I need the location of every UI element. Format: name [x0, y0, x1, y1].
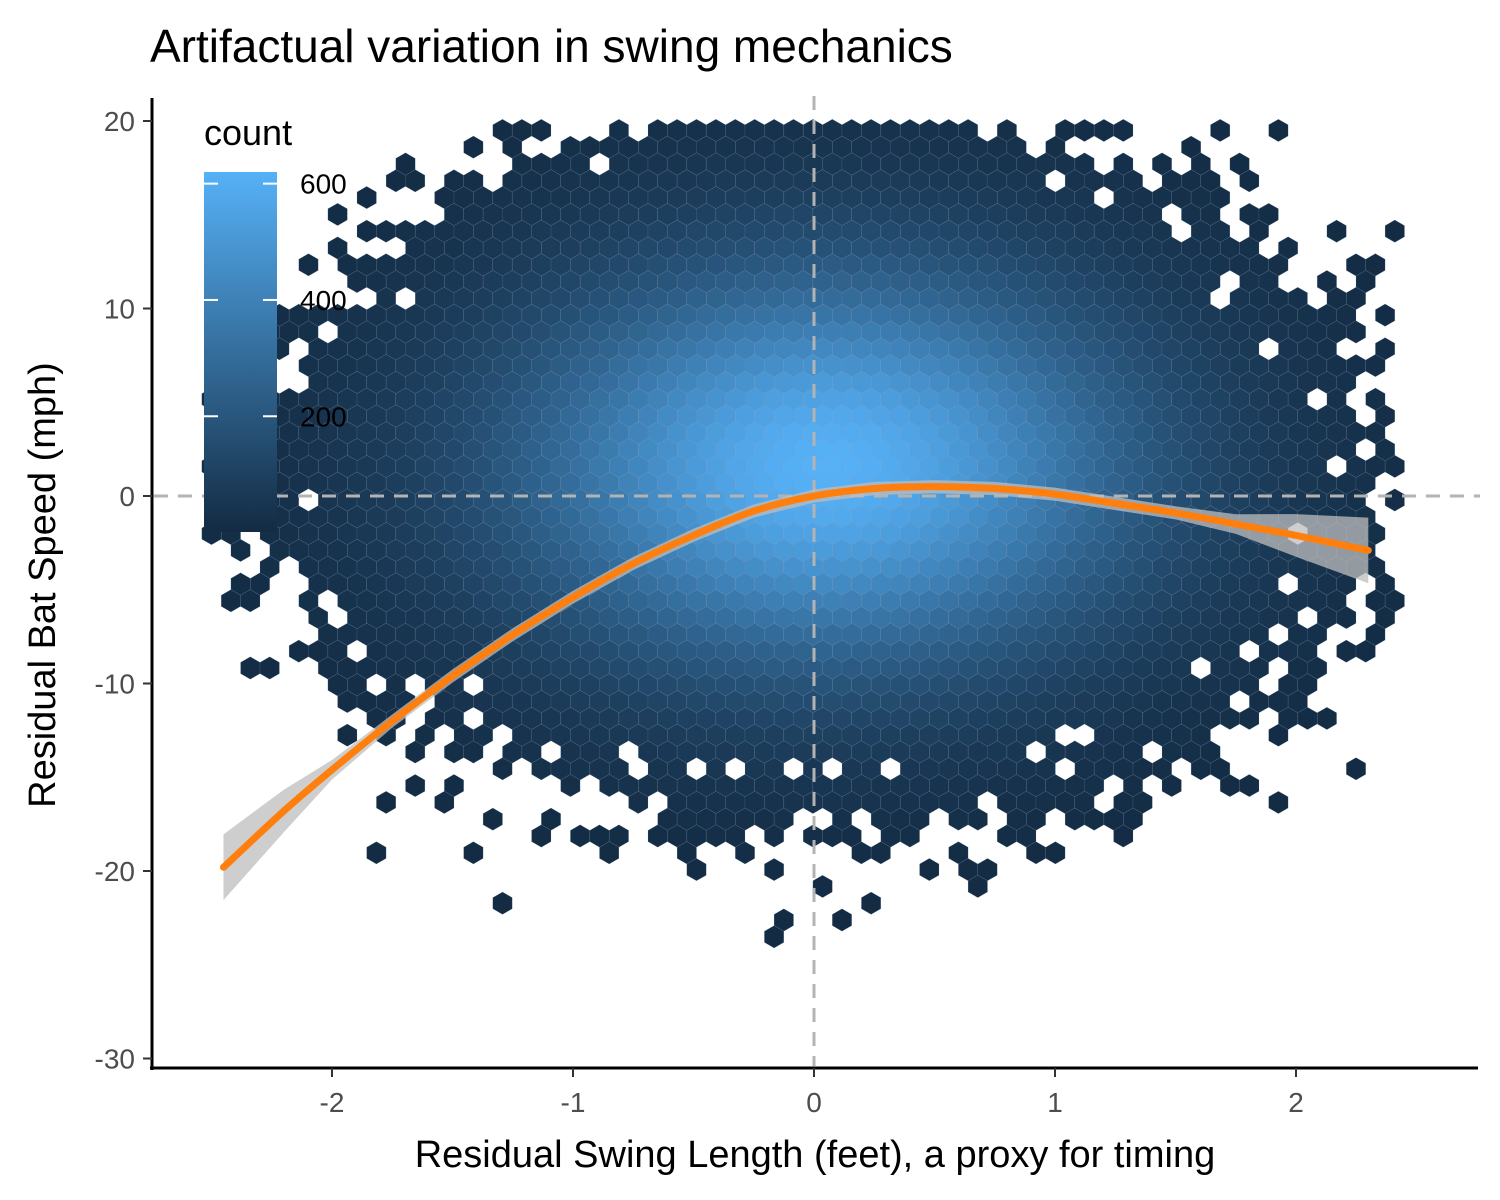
hexbin-cell: [405, 774, 426, 798]
legend-ticks: 200 400 600: [204, 169, 347, 432]
hexbin-cell: [1316, 706, 1337, 730]
hexbin-cell: [599, 841, 620, 865]
hexbin-cell: [376, 790, 397, 814]
hexbin-cell: [764, 925, 785, 949]
hexbin-cell: [870, 841, 891, 865]
hexbin-cell: [240, 656, 261, 680]
hexbin-cell: [405, 169, 426, 193]
hexbin-cell: [734, 841, 756, 865]
hexbin-cell: [1161, 774, 1182, 798]
hexbin-cell: [1326, 219, 1347, 243]
hexbin-cell: [463, 740, 484, 764]
y-axis-ticks: -30 -20 -10 0 10 20: [95, 106, 152, 1075]
hexbin-cell: [288, 639, 309, 663]
hexbin-cell: [405, 740, 426, 764]
y-tick-label: 20: [104, 106, 135, 137]
x-axis-ticks: -2 -1 0 1 2: [320, 1068, 1304, 1118]
hexbin-cells: [201, 118, 1405, 949]
hexbin-cell: [1113, 118, 1134, 142]
x-tick-label: 2: [1288, 1087, 1304, 1118]
hexbin-cell: [366, 841, 387, 865]
hexbin-cell: [861, 891, 882, 915]
x-tick-label: -1: [561, 1087, 586, 1118]
hexbin-cell: [1336, 606, 1357, 630]
hexbin-cell: [1045, 841, 1066, 865]
hexbin-cell: [764, 824, 785, 848]
x-axis-title: Residual Swing Length (feet), a proxy fo…: [415, 1134, 1216, 1176]
hexbin-cell: [1074, 118, 1095, 142]
y-tick-label: -20: [95, 856, 135, 887]
hexbin-cell: [686, 858, 707, 882]
hexbin-cell: [356, 219, 377, 243]
y-tick-label: 0: [119, 481, 135, 512]
x-tick-label: 1: [1047, 1087, 1063, 1118]
legend-tick-label: 600: [300, 169, 347, 200]
hexbin-cell: [492, 891, 513, 915]
y-tick-label: 10: [104, 294, 135, 325]
hexbin-cell: [1093, 118, 1114, 142]
legend-title: count: [204, 112, 292, 153]
hexbin-cell: [298, 253, 319, 277]
hexbin-cell: [1210, 118, 1231, 142]
hexbin-cell: [1355, 639, 1376, 663]
hexbin-cell: [764, 858, 785, 882]
hexbin-cell: [482, 807, 503, 831]
hexbin-cell: [560, 774, 581, 798]
hexbin-cell: [327, 202, 348, 226]
hexbin-cell: [531, 824, 552, 848]
reference-lines: [154, 96, 1480, 1066]
hexbin-cell: [919, 858, 940, 882]
hexbin-cell: [1384, 488, 1405, 512]
hexbin-cell: [967, 874, 988, 898]
hexbin-cell: [376, 219, 397, 243]
hexbin-cell: [1336, 639, 1357, 663]
hexbin-cell: [1239, 169, 1260, 193]
hexbin-cell: [1384, 454, 1405, 478]
legend-colorbar: [204, 172, 277, 532]
smooth-fit: [220, 480, 1372, 901]
hexbin-cell: [1268, 118, 1289, 142]
hexbin-cell: [463, 841, 484, 865]
hexbin-cell: [570, 824, 591, 848]
hexbin-cell: [1239, 706, 1260, 730]
hexbin-cell: [967, 807, 988, 831]
hexbin-cell: [1268, 790, 1289, 814]
hexbin-cell: [337, 723, 358, 747]
hexbin-cell: [240, 589, 261, 613]
hexbin-cell: [531, 118, 552, 142]
hexbin-cell: [1239, 774, 1260, 798]
hexbin-cell: [434, 790, 455, 814]
y-axis-title: Residual Bat Speed (mph): [22, 362, 64, 808]
hexbin-cell: [831, 908, 853, 932]
hexbin-cell: [356, 186, 377, 210]
hexbin-cell: [1346, 757, 1366, 781]
hexbin-cell: [812, 874, 833, 898]
y-tick-label: -10: [95, 669, 135, 700]
hexbin-cell: [230, 538, 251, 562]
hexbin-cell: [628, 790, 649, 814]
color-legend: count 200 400 600: [204, 112, 347, 532]
x-tick-label: -2: [320, 1087, 345, 1118]
hexbin-cell: [1384, 219, 1405, 243]
hexbin-cell: [1365, 354, 1386, 378]
hexbin-cell: [463, 135, 484, 159]
hexbin-cell: [1113, 824, 1134, 848]
legend-tick-label: 400: [300, 285, 347, 316]
hexbin-cell: [1346, 320, 1366, 344]
y-tick-label: -30: [95, 1044, 135, 1075]
x-tick-label: 0: [806, 1087, 822, 1118]
hexbin-cell: [259, 656, 280, 680]
chart-title: Artifactual variation in swing mechanics: [150, 20, 953, 72]
hexbin-cell: [492, 757, 513, 781]
smooth-line: [220, 483, 1372, 871]
hexbin-cell: [1375, 303, 1396, 327]
hexbin-cell: [1268, 723, 1289, 747]
hexbin-cell: [899, 824, 920, 848]
legend-tick-label: 200: [300, 401, 347, 432]
confidence-band: [223, 480, 1369, 901]
